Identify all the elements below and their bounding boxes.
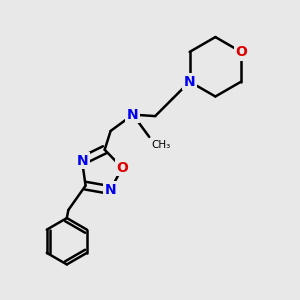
Text: N: N [104, 183, 116, 197]
Text: CH₃: CH₃ [152, 140, 171, 151]
Text: N: N [127, 108, 139, 122]
Text: O: O [235, 45, 247, 59]
Text: N: N [184, 75, 196, 88]
Text: N: N [76, 154, 88, 168]
Text: O: O [116, 161, 128, 175]
